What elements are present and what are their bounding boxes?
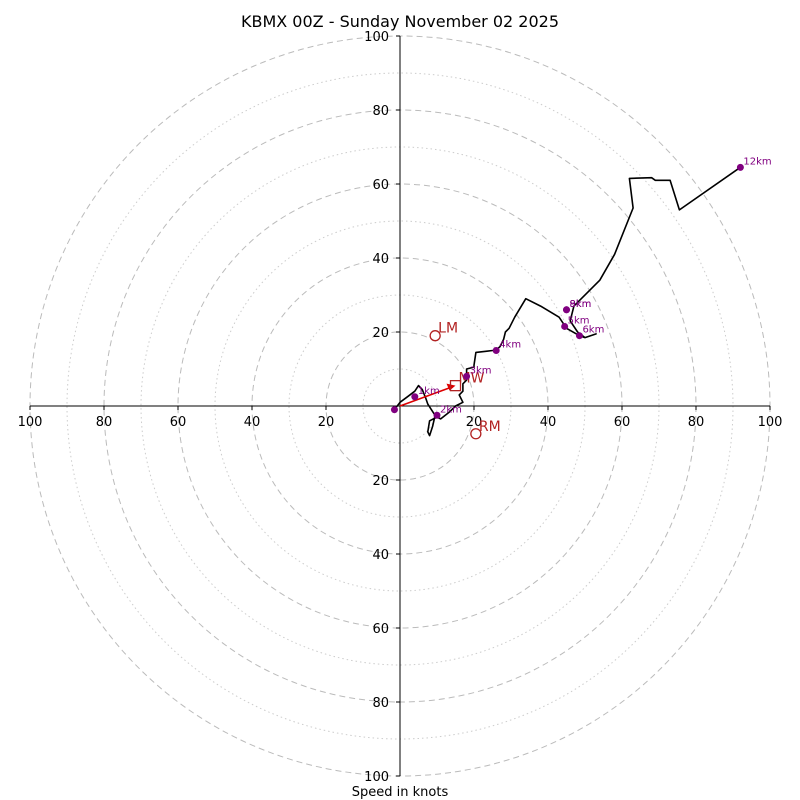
storm-motion-lm-marker [429, 330, 441, 342]
height-label-5km: 5km [568, 315, 590, 326]
x-tick-label: 80 [96, 415, 113, 430]
x-axis-label: Speed in knots [352, 785, 449, 800]
height-marker-sfc [390, 406, 398, 414]
y-tick-label: 80 [372, 104, 389, 119]
height-label-4km: 4km [499, 340, 521, 351]
height-marker-9km [563, 306, 570, 314]
x-tick-label: 20 [466, 415, 483, 430]
x-tick-label: 40 [244, 415, 261, 430]
y-tick-label: 40 [372, 548, 389, 563]
storm-motion-rm-label: RM [479, 419, 501, 435]
height-label-9km: 9km [570, 299, 592, 310]
x-tick-label: 100 [18, 415, 43, 430]
storm-motion-lm-label: LM [438, 321, 458, 337]
storm-motion-mw-marker [449, 379, 462, 392]
height-label-8km: 8km [570, 299, 592, 310]
hodograph-trace [393, 166, 741, 437]
tick-labels: 100 80 60 40 20 20 40 60 80 100 100 80 60 40 20 20 40 60 8… [18, 30, 783, 785]
mean-wind-vector [399, 386, 452, 407]
y-tick-label: 20 [372, 326, 389, 341]
x-tick-label: 40 [540, 415, 557, 430]
x-tick-label: 60 [614, 415, 631, 430]
x-tick-label: 60 [170, 415, 187, 430]
hodograph-line [393, 166, 741, 420]
y-tick-label: 60 [372, 622, 389, 637]
y-tick-label: 60 [372, 178, 389, 193]
height-label-2km: 2km [440, 404, 462, 415]
y-tick-label: 40 [372, 252, 389, 267]
height-label-12km: 12km [743, 156, 771, 167]
height-label-1km: 1km [418, 386, 440, 397]
chart-title: KBMX 00Z - Sunday November 02 2025 [241, 12, 559, 31]
y-tick-label: 80 [372, 696, 389, 711]
height-marker-2km [433, 411, 441, 419]
hodograph-low-level-segment [426, 415, 438, 437]
y-tick-label: 100 [364, 770, 389, 785]
x-tick-label: 20 [318, 415, 335, 430]
x-tick-label: 80 [688, 415, 705, 430]
height-label-3km: 3km [470, 365, 492, 376]
y-tick-label: 20 [372, 474, 389, 489]
height-label-6km: 6km [582, 325, 604, 336]
height-marker-12km [736, 163, 744, 171]
height-marker-4km [492, 347, 500, 354]
y-tick-label: 100 [364, 30, 389, 45]
height-marker-1km [411, 393, 419, 401]
height-marker-3km [463, 372, 471, 380]
x-tick-label: 100 [758, 415, 783, 430]
height-marker-6km [575, 332, 583, 340]
height-marker-5km [561, 322, 569, 330]
storm-motion-rm-marker [470, 428, 482, 440]
